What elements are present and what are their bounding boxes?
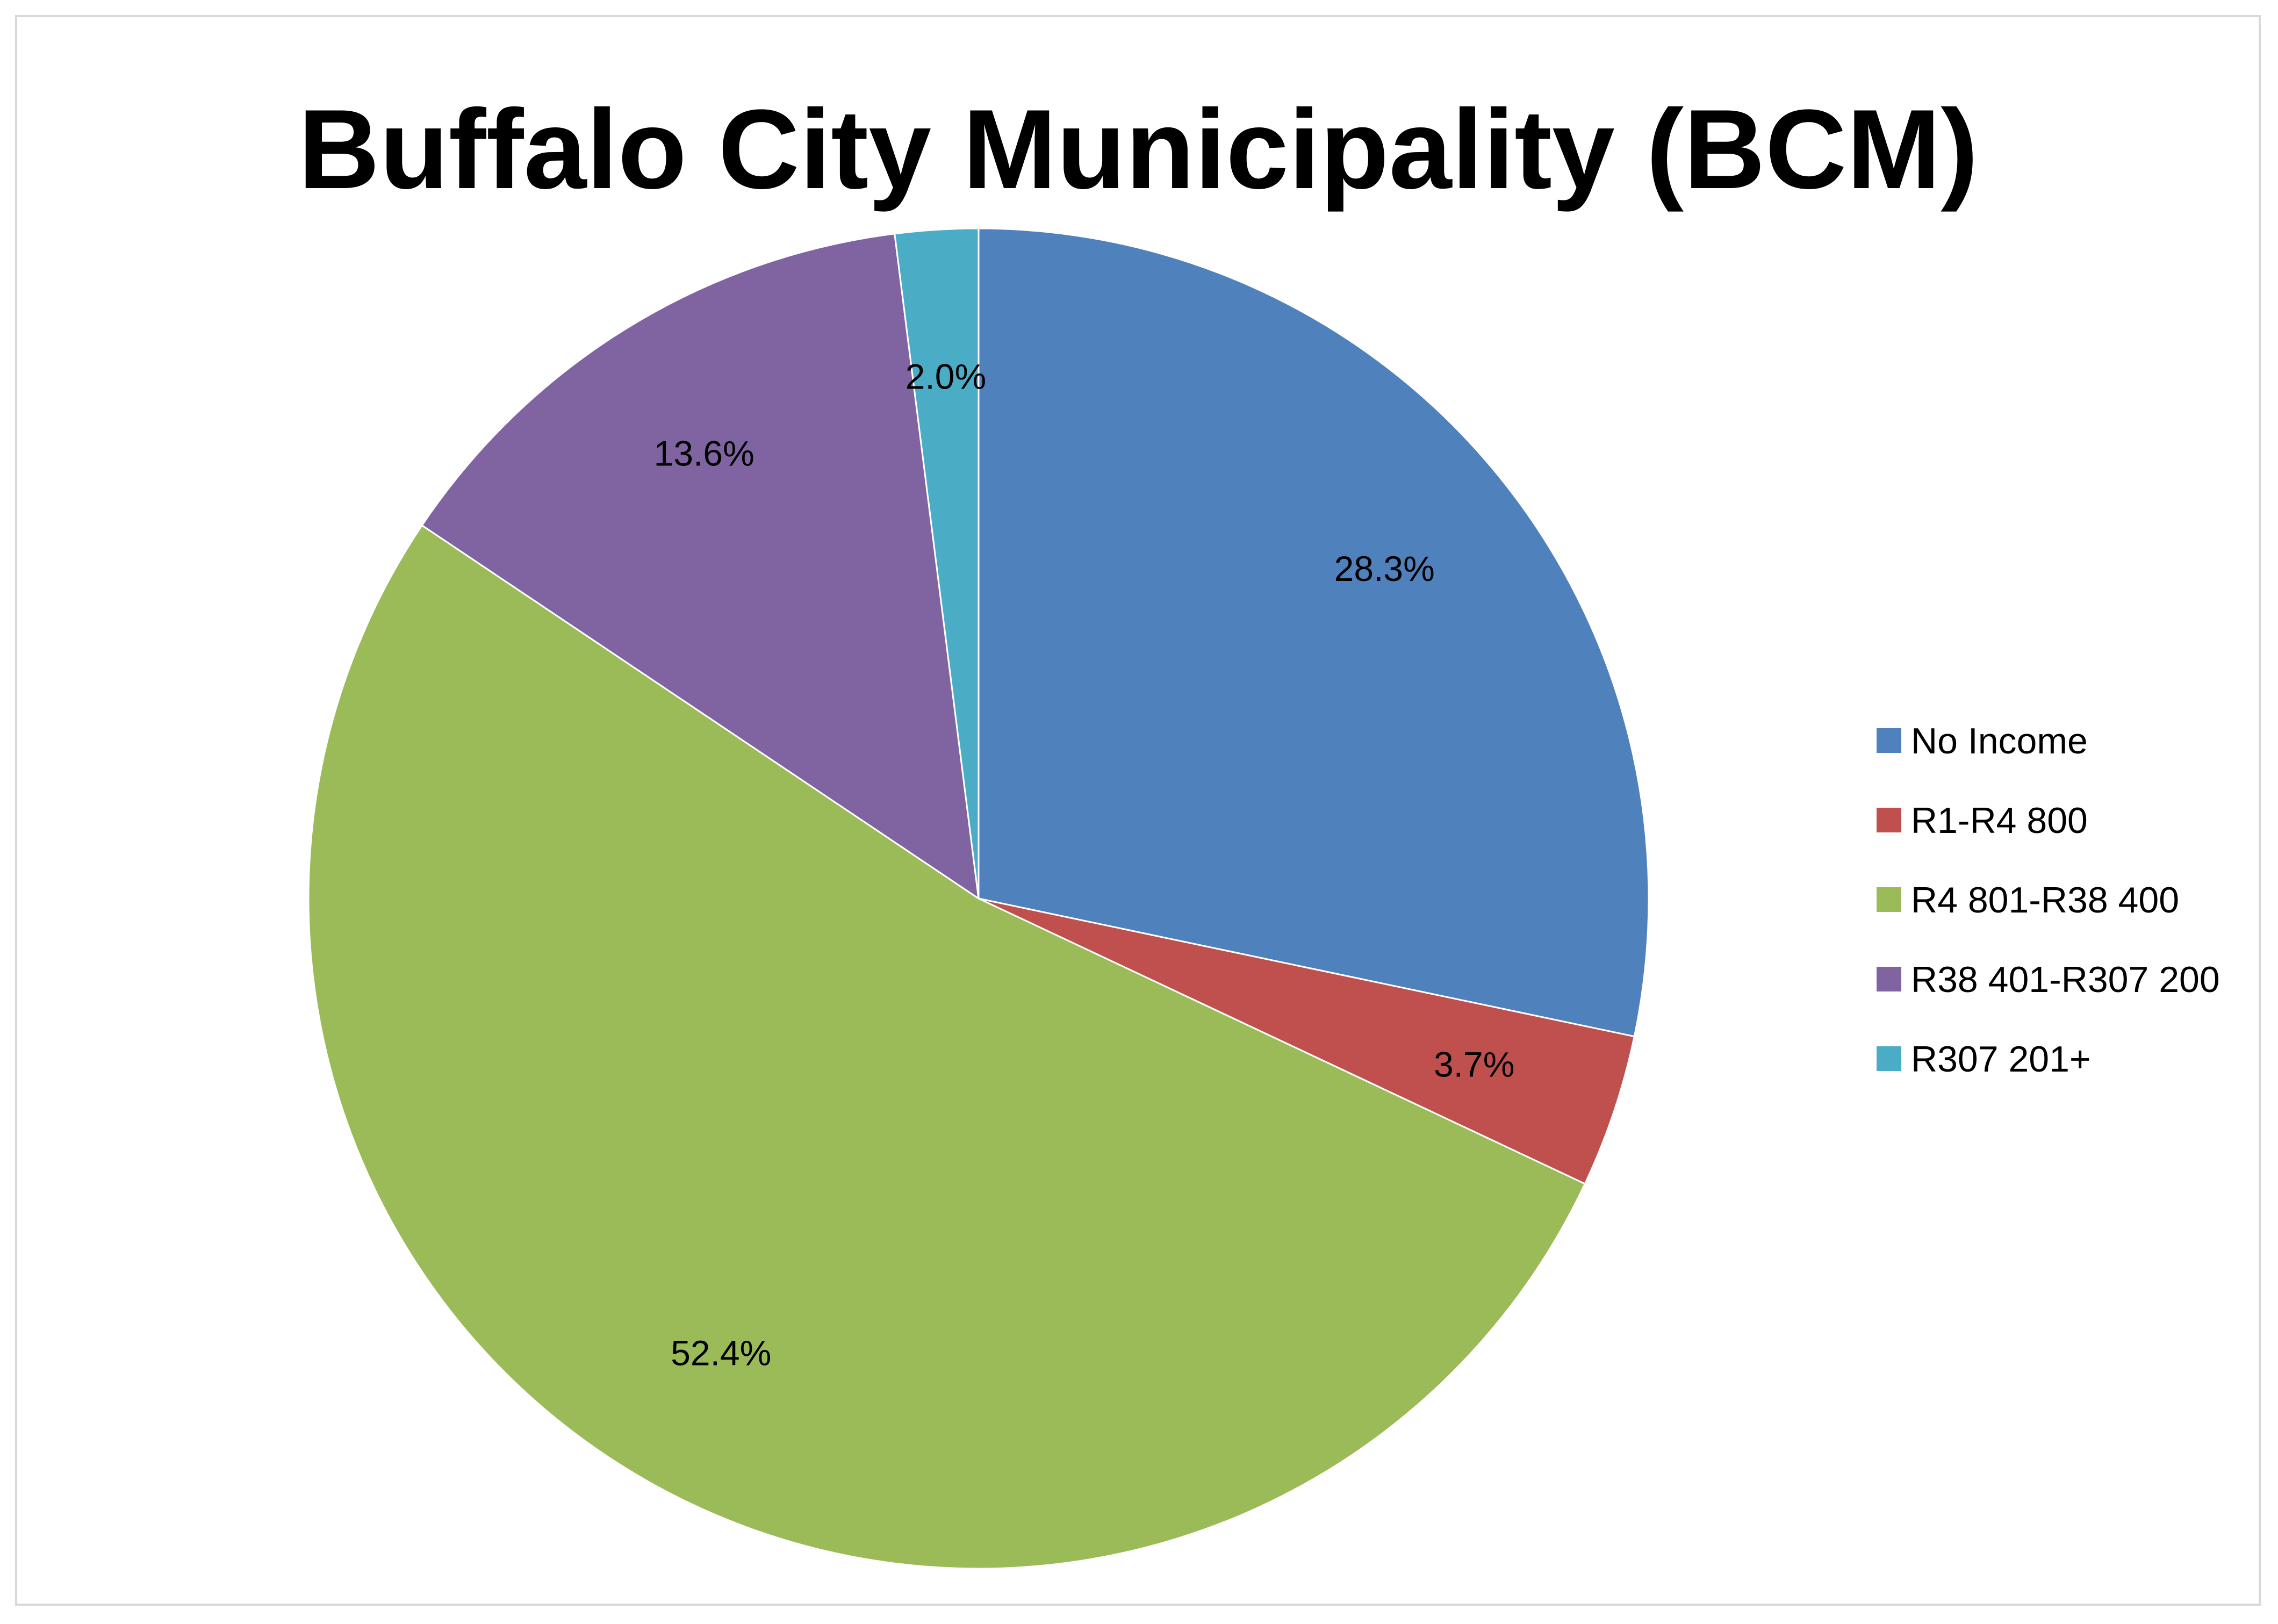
data-label-r1-r4-800: 3.7% [1434, 1044, 1514, 1084]
data-label-r307-201: 2.0% [906, 356, 986, 396]
legend-label-r4-801-r38-400: R4 801-R38 400 [1911, 880, 2179, 921]
legend: No Income R1-R4 800 R4 801-R38 400 R38 401-… [1877, 721, 2220, 1080]
legend-label-r307-201: R307 201+ [1911, 1039, 2091, 1080]
chart-title: Buffalo City Municipality (BCM) [298, 86, 1979, 212]
legend-label-r1-r4-800: R1-R4 800 [1911, 800, 2088, 841]
pie-slice-r307-201 [894, 227, 980, 899]
legend-swatch-r38-401-r307-200 [1877, 967, 1901, 991]
pie-slice-r4-801-r38-400 [307, 524, 1586, 1570]
legend-label-no-income: No Income [1911, 721, 2088, 761]
pie-data-labels: 28.3% 3.7% 52.4% 13.6% 2.0% [654, 356, 1515, 1373]
legend-swatch-no-income [1877, 728, 1901, 753]
legend-swatch-r4-801-r38-400 [1877, 887, 1901, 912]
pie-slice-r38-401-r307-200 [421, 233, 980, 901]
data-label-no-income: 28.3% [1334, 549, 1435, 588]
pie-slice-no-income [978, 227, 1650, 1038]
legend-swatch-r1-r4-800 [1877, 808, 1901, 832]
data-label-r4-801-r38-400: 52.4% [671, 1333, 771, 1373]
pie-slice-r1-r4-800 [978, 897, 1636, 1185]
legend-label-r38-401-r307-200: R38 401-R307 200 [1911, 959, 2220, 1000]
data-label-r38-401-r307-200: 13.6% [654, 433, 754, 473]
pie-slices [307, 227, 1650, 1570]
legend-swatch-r307-201 [1877, 1046, 1901, 1071]
